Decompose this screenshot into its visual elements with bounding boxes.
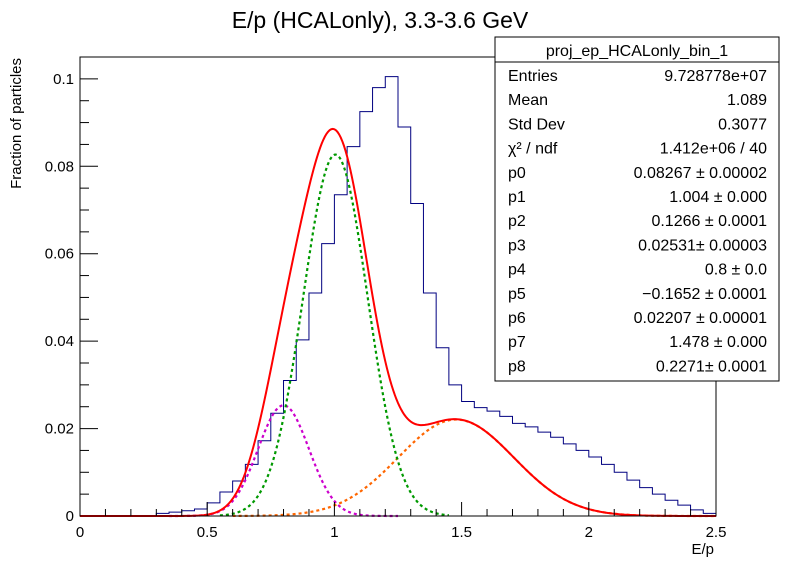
stats-row-value: 0.02207 ± 0.00001 [634, 310, 767, 327]
stats-row-value: 0.02531± 0.00003 [638, 237, 767, 254]
x-tick-label: 1 [330, 524, 338, 541]
stats-box: proj_ep_HCALonly_bin_1 Entries 9.728778e+… [494, 36, 780, 382]
stats-row-value: 0.3077 [718, 116, 767, 133]
histogram [80, 76, 717, 517]
stats-row-value: 1.478 ± 0.000 [669, 334, 767, 351]
y-tick-label: 0.06 [45, 246, 74, 263]
chart-title: E/p (HCALonly), 3.3-3.6 GeV [232, 7, 529, 33]
stats-row-value: −0.1652 ± 0.0001 [642, 286, 767, 303]
x-tick-label: 0 [76, 524, 84, 541]
stats-row-label: p6 [508, 310, 526, 327]
x-tick-label: 2.5 [706, 524, 727, 541]
fit-curve-gaus3 [232, 418, 716, 518]
histogram-outline [80, 76, 717, 517]
stats-row-label: p2 [508, 213, 526, 230]
stats-row-value: 1.412e+06 / 40 [660, 141, 767, 158]
stats-row-label: Std Dev [508, 116, 565, 133]
stats-row-label: p7 [508, 334, 526, 351]
stats-row-label: p4 [508, 262, 526, 279]
y-tick-label: 0 [66, 508, 74, 525]
stats-row-label: χ² / ndf [508, 141, 558, 158]
y-tick-label: 0.04 [45, 333, 74, 350]
x-axis-label: E/p [691, 541, 714, 558]
stats-row-value: 1.089 [727, 92, 767, 109]
stats-box-frame [494, 36, 780, 382]
stats-row-label: p8 [508, 358, 526, 375]
stats-row-value: 0.8 ± 0.0 [705, 262, 767, 279]
y-tick-label: 0.1 [53, 71, 74, 88]
stats-row-value: 9.728778e+07 [664, 68, 767, 85]
stats-row-label: p1 [508, 189, 526, 206]
x-tick-label: 2 [585, 524, 593, 541]
x-axis: 0 0.5 1 1.5 2 2.5 [76, 502, 727, 541]
stats-row-label: p0 [508, 165, 526, 182]
stats-row-label: Entries [508, 68, 558, 85]
stats-row-value: 1.004 ± 0.000 [669, 189, 767, 206]
x-tick-label: 0.5 [197, 524, 218, 541]
x-tick-label: 1.5 [451, 524, 472, 541]
stats-row-value: 0.08267 ± 0.00002 [634, 165, 767, 182]
y-tick-label: 0.08 [45, 158, 74, 175]
fit-curve-gaus1 [219, 153, 449, 517]
stats-row-label: p3 [508, 237, 526, 254]
stats-row-label: Mean [508, 92, 548, 109]
stats-box-title: proj_ep_HCALonly_bin_1 [546, 43, 728, 60]
stats-row-value: 0.2271± 0.0001 [656, 358, 767, 375]
y-tick-label: 0.02 [45, 421, 74, 438]
stats-row-value: 0.1266 ± 0.0001 [651, 213, 767, 230]
fit-curve-gaus2 [169, 404, 398, 518]
y-axis-label: Fraction of particles [8, 58, 25, 189]
y-axis: 0 0.02 0.04 0.06 0.08 0.1 [45, 56, 98, 525]
stats-row-label: p5 [508, 286, 526, 303]
